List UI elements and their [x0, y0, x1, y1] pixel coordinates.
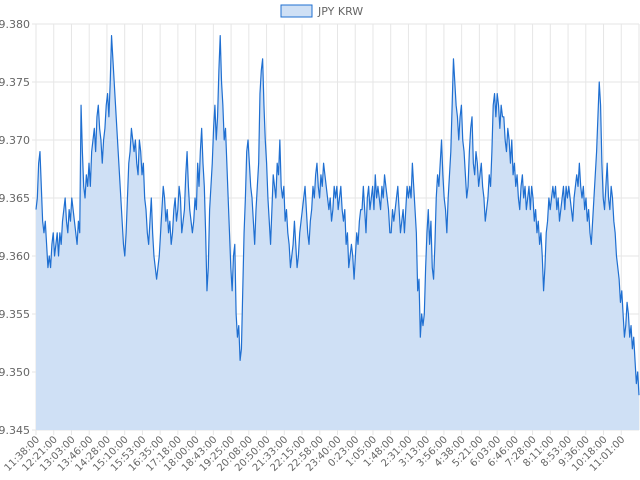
y-tick-label: 9.360	[0, 250, 30, 263]
y-tick-label: 9.370	[0, 134, 30, 147]
y-tick-label: 9.365	[0, 192, 30, 205]
legend-label: JPY KRW	[317, 5, 363, 18]
legend-swatch	[280, 4, 313, 18]
y-tick-label: 9.375	[0, 76, 30, 89]
y-tick-label: 9.345	[0, 424, 30, 437]
x-axis: 11:38:0012:21:0013:03:0013:46:0014:28:00…	[3, 434, 628, 474]
series-line	[35, 35, 640, 396]
y-axis: 9.345 9.350 9.355 9.360 9.365 9.370 9.375 9.380	[0, 18, 30, 437]
y-tick-label: 9.355	[0, 308, 30, 321]
series-area	[36, 35, 639, 430]
legend[interactable]: JPY KRW	[280, 4, 363, 18]
y-tick-label: 9.350	[0, 366, 30, 379]
y-tick-label: 9.380	[0, 18, 30, 31]
